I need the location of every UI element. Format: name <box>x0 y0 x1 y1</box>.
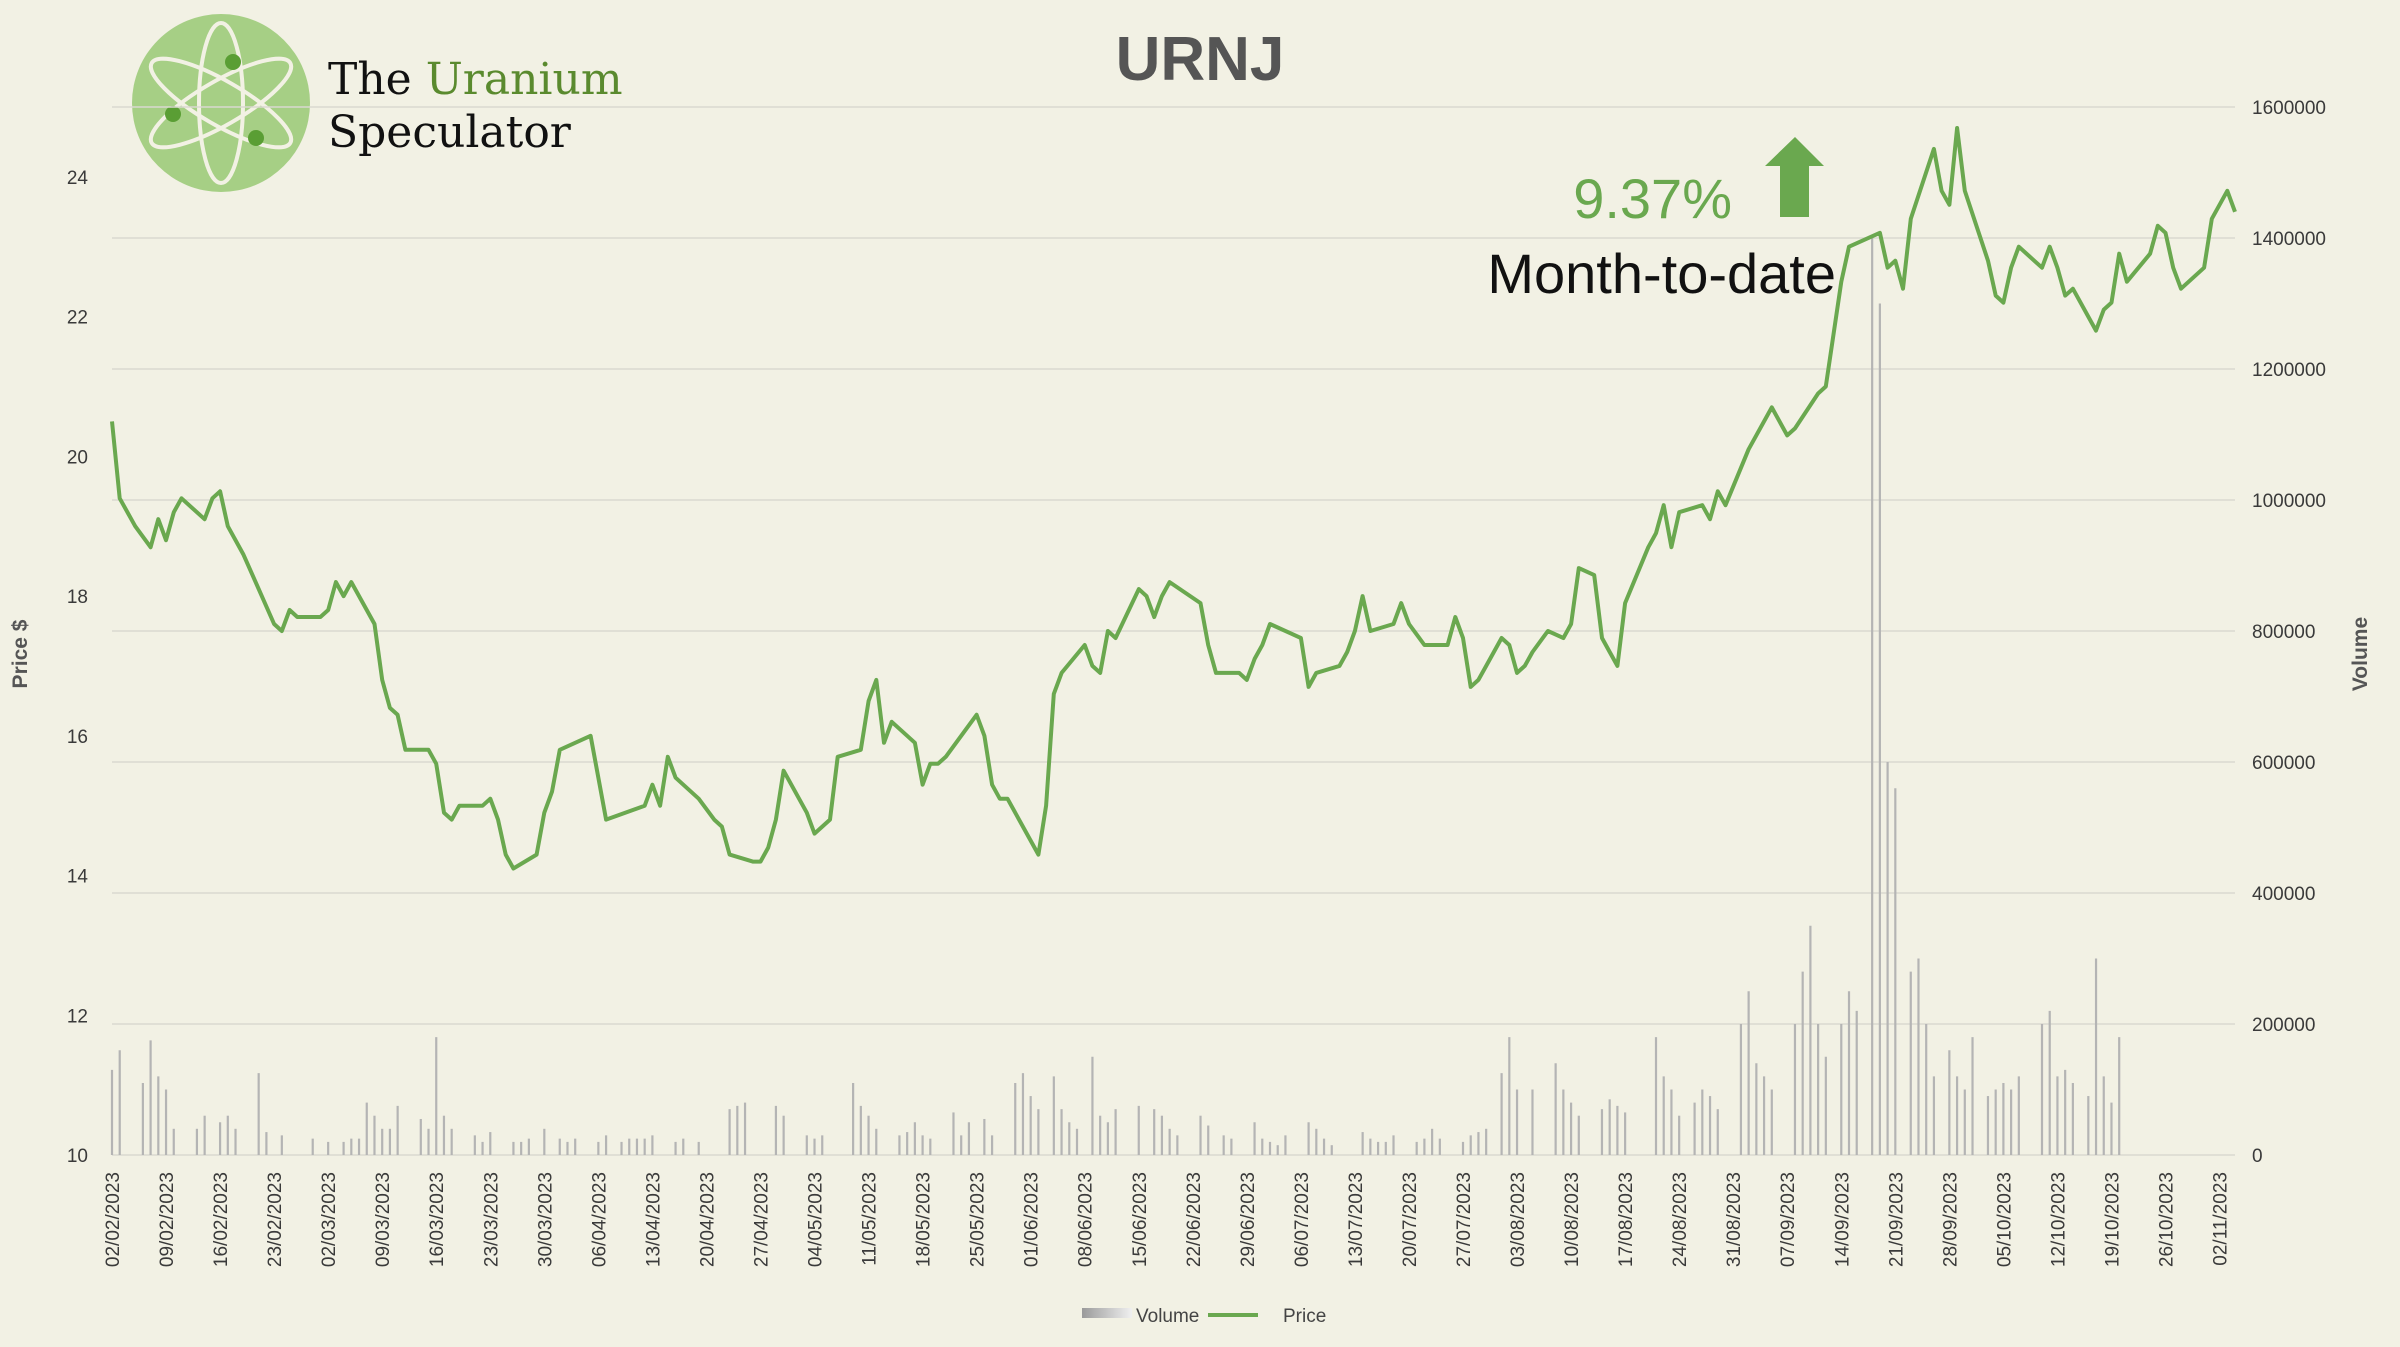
x-tick-label: 21/09/2023 <box>1886 1172 1907 1267</box>
logo-circle <box>132 14 310 192</box>
logo-electron <box>165 106 181 122</box>
brand-name-line1: The Uranium <box>328 54 623 105</box>
y-tick-label: 10 <box>67 1146 88 1167</box>
volume-series <box>110 238 2121 1155</box>
brand-name-part1: The <box>328 54 426 105</box>
x-tick-label: 01/06/2023 <box>1022 1172 1043 1267</box>
y-axis-ticks: 10 12 14 16 18 20 22 24 <box>67 168 89 1167</box>
y2-tick-label: 1200000 <box>2252 360 2326 381</box>
x-tick-label: 13/07/2023 <box>1346 1172 1367 1267</box>
price-line <box>110 126 2237 871</box>
x-tick-label: 06/04/2023 <box>589 1172 610 1267</box>
y-tick-label: 12 <box>67 1006 88 1027</box>
y2-tick-label: 1400000 <box>2252 229 2326 250</box>
gridlines <box>112 106 2235 1156</box>
legend: Volume Price <box>1082 1306 1326 1327</box>
mtd-percent: 9.37% <box>1573 167 1732 230</box>
x-tick-label: 31/08/2023 <box>1724 1172 1745 1267</box>
x-tick-label: 23/02/2023 <box>265 1172 286 1267</box>
y2-tick-label: 800000 <box>2252 622 2315 643</box>
y2-axis-title: Volume <box>2349 617 2372 691</box>
x-tick-label: 09/03/2023 <box>373 1172 394 1267</box>
x-tick-label: 23/03/2023 <box>481 1172 502 1267</box>
y-tick-label: 18 <box>67 587 88 608</box>
x-tick-label: 04/05/2023 <box>806 1172 827 1267</box>
x-tick-label: 02/03/2023 <box>319 1172 340 1267</box>
x-tick-label: 30/03/2023 <box>535 1172 556 1267</box>
y-tick-label: 20 <box>67 447 88 468</box>
y2-tick-label: 1600000 <box>2252 98 2326 119</box>
x-tick-label: 26/10/2023 <box>2157 1172 2178 1267</box>
x-tick-label: 19/10/2023 <box>2102 1172 2123 1267</box>
x-tick-label: 17/08/2023 <box>1616 1172 1637 1267</box>
x-tick-label: 02/11/2023 <box>2211 1172 2232 1266</box>
x-axis-ticks: 02/02/2023 09/02/2023 16/02/2023 23/02/2023… <box>103 1172 2232 1267</box>
x-tick-label: 16/03/2023 <box>427 1172 448 1267</box>
y-tick-label: 22 <box>67 308 88 329</box>
x-tick-label: 29/06/2023 <box>1238 1172 1259 1267</box>
x-tick-label: 28/09/2023 <box>1940 1172 1961 1267</box>
x-tick-label: 15/06/2023 <box>1130 1172 1151 1267</box>
x-tick-label: 25/05/2023 <box>968 1172 989 1267</box>
x-tick-label: 13/04/2023 <box>643 1172 664 1267</box>
x-tick-label: 16/02/2023 <box>211 1172 232 1267</box>
y2-tick-label: 0 <box>2252 1146 2263 1167</box>
mtd-annotation: 9.37% Month-to-date <box>1487 137 1836 305</box>
logo: The Uranium Speculator <box>132 14 623 192</box>
x-tick-label: 14/09/2023 <box>1832 1172 1853 1267</box>
x-tick-label: 11/05/2023 <box>860 1172 881 1266</box>
x-tick-label: 07/09/2023 <box>1778 1172 1799 1267</box>
price-series <box>110 126 2237 871</box>
logo-electron <box>225 54 241 70</box>
mtd-label: Month-to-date <box>1487 242 1836 305</box>
x-tick-label: 02/02/2023 <box>103 1172 124 1267</box>
y2-tick-label: 600000 <box>2252 753 2315 774</box>
y2-tick-label: 400000 <box>2252 884 2315 905</box>
atom-icon <box>148 21 294 185</box>
x-tick-label: 27/07/2023 <box>1454 1172 1475 1267</box>
legend-label-volume: Volume <box>1136 1306 1199 1327</box>
arrow-up-icon <box>1765 137 1824 217</box>
x-tick-label: 08/06/2023 <box>1076 1172 1097 1267</box>
x-tick-label: 09/02/2023 <box>157 1172 178 1267</box>
x-tick-label: 10/08/2023 <box>1562 1172 1583 1267</box>
legend-swatch-volume <box>1082 1308 1132 1318</box>
brand-name-line2: Speculator <box>328 107 572 158</box>
x-tick-label: 03/08/2023 <box>1508 1172 1529 1267</box>
x-tick-label: 06/07/2023 <box>1292 1172 1313 1267</box>
y2-tick-label: 1000000 <box>2252 491 2326 512</box>
x-tick-label: 18/05/2023 <box>914 1172 935 1267</box>
x-tick-label: 12/10/2023 <box>2048 1172 2069 1267</box>
x-tick-label: 20/07/2023 <box>1400 1172 1421 1267</box>
brand-name-part2: Uranium <box>426 54 623 105</box>
y-tick-label: 16 <box>67 727 88 748</box>
x-tick-label: 20/04/2023 <box>697 1172 718 1267</box>
y2-tick-label: 200000 <box>2252 1015 2315 1036</box>
x-tick-label: 22/06/2023 <box>1184 1172 1205 1267</box>
x-tick-label: 27/04/2023 <box>751 1172 772 1267</box>
y-tick-label: 14 <box>67 867 89 888</box>
x-tick-label: 24/08/2023 <box>1670 1172 1691 1267</box>
x-tick-label: 05/10/2023 <box>1994 1172 2015 1267</box>
chart-title: URNJ <box>1116 25 1285 94</box>
y-axis-title: Price $ <box>9 619 32 688</box>
y2-axis-ticks: 0 200000 400000 600000 800000 1000000 1200000 1… <box>2252 98 2326 1167</box>
y-tick-label: 24 <box>67 168 89 189</box>
logo-electron <box>248 130 264 146</box>
legend-label-price: Price <box>1283 1306 1326 1327</box>
